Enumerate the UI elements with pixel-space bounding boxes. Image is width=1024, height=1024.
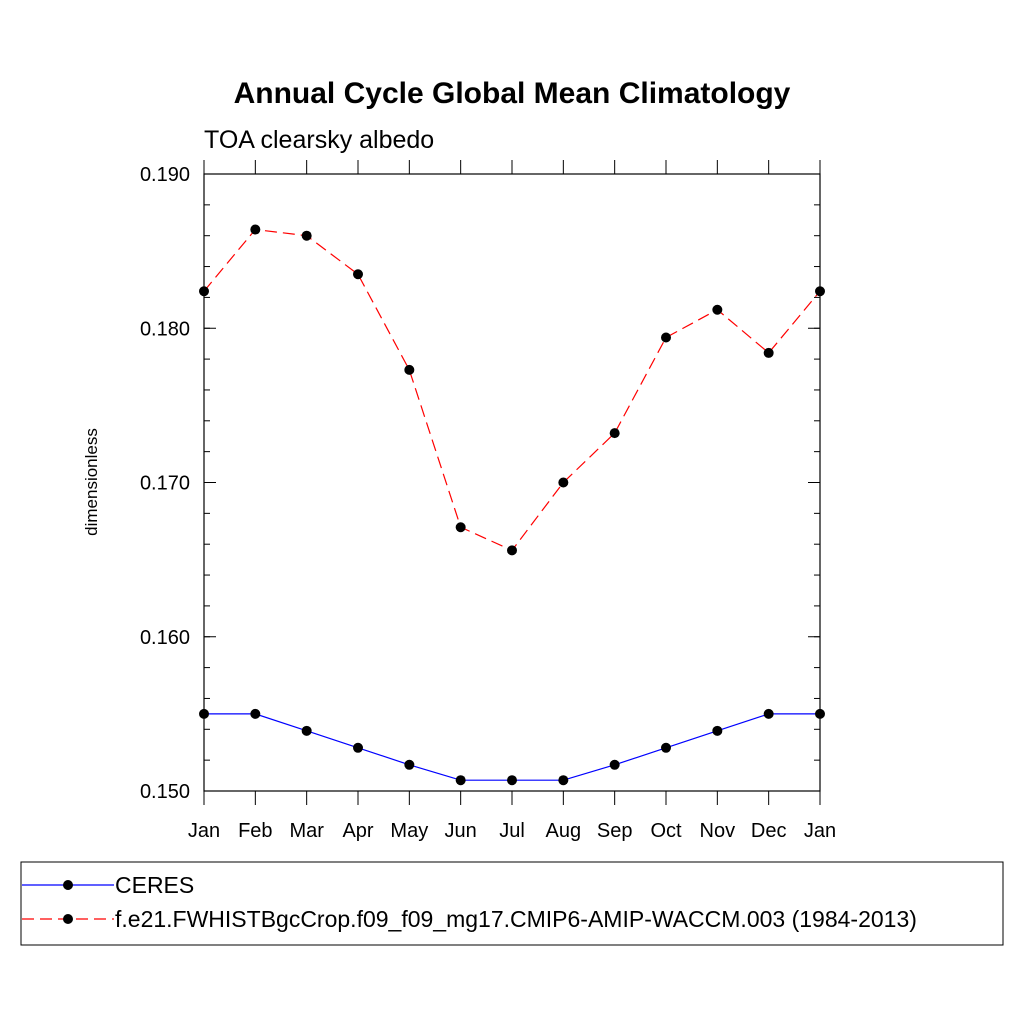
series-line-2 [203,228,821,552]
plot-frame [203,173,821,792]
tick-labels: 0.150 0.160 0.170 0.180 0.190 Jan Feb Mar Apr May… [140,164,836,842]
data-point-series-2 [712,304,723,315]
data-point-series-1 [455,775,466,786]
data-point-series-2 [455,522,466,533]
data-point-series-2 [250,224,261,235]
y-tick-label: 0.180 [140,318,190,340]
x-tick-label: Jan [188,820,220,842]
data-point-series-2 [609,428,620,439]
y-tick-label: 0.170 [140,473,190,495]
data-point-series-1 [353,742,363,753]
data-point-series-1 [558,775,569,786]
legend-marker-2 [63,914,73,924]
data-point-series-1 [712,725,723,736]
legend-entries: CERES f.e21.FWHISTBgcCrop.f09_f09_mg17.CM… [22,872,917,932]
x-tick-label: May [390,820,428,842]
x-tick-label: Sep [597,820,633,842]
x-tick-label: Apr [342,820,373,842]
x-tick-label: Feb [238,820,272,842]
data-point-series-1 [301,725,312,736]
y-tick-label: 0.160 [140,627,190,649]
data-point-series-1 [250,708,261,719]
data-point-series-1 [763,708,774,719]
x-tick-label: Dec [751,820,787,842]
x-tick-label: Oct [650,820,682,842]
data-point-series-1 [404,759,415,770]
data-point-series-1 [661,742,671,753]
data-point-series-2 [661,332,671,343]
legend-box [20,861,1004,946]
x-tick-label: Jun [445,820,477,842]
data-point-series-2 [404,364,415,375]
x-tick-label: Jan [804,820,836,842]
x-tick-label: Nov [700,820,736,842]
axis-ticks [203,160,821,805]
legend-label-2: f.e21.FWHISTBgcCrop.f09_f09_mg17.CMIP6-A… [115,906,917,932]
data-point-series-2 [507,545,517,556]
y-tick-label: 0.190 [140,164,190,186]
series-lines [203,228,821,781]
chart-subtitle: TOA clearsky albedo [204,126,434,154]
data-points [199,224,825,786]
data-point-series-1 [507,775,517,786]
data-point-series-1 [609,759,620,770]
y-tick-label: 0.150 [140,781,190,803]
data-point-series-2 [558,477,569,488]
legend: CERES f.e21.FWHISTBgcCrop.f09_f09_mg17.CM… [20,861,1004,946]
data-point-series-2 [301,230,312,241]
x-tick-label: Mar [289,820,324,842]
x-tick-label: Aug [546,820,582,842]
legend-marker-1 [63,880,73,890]
data-point-series-2 [353,269,363,280]
data-point-series-2 [763,347,774,358]
y-axis-label: dimensionless [82,428,101,536]
chart-title: Annual Cycle Global Mean Climatology [234,77,791,110]
series-line-1 [204,713,820,781]
legend-label-1: CERES [115,872,194,898]
x-tick-label: Jul [499,820,525,842]
